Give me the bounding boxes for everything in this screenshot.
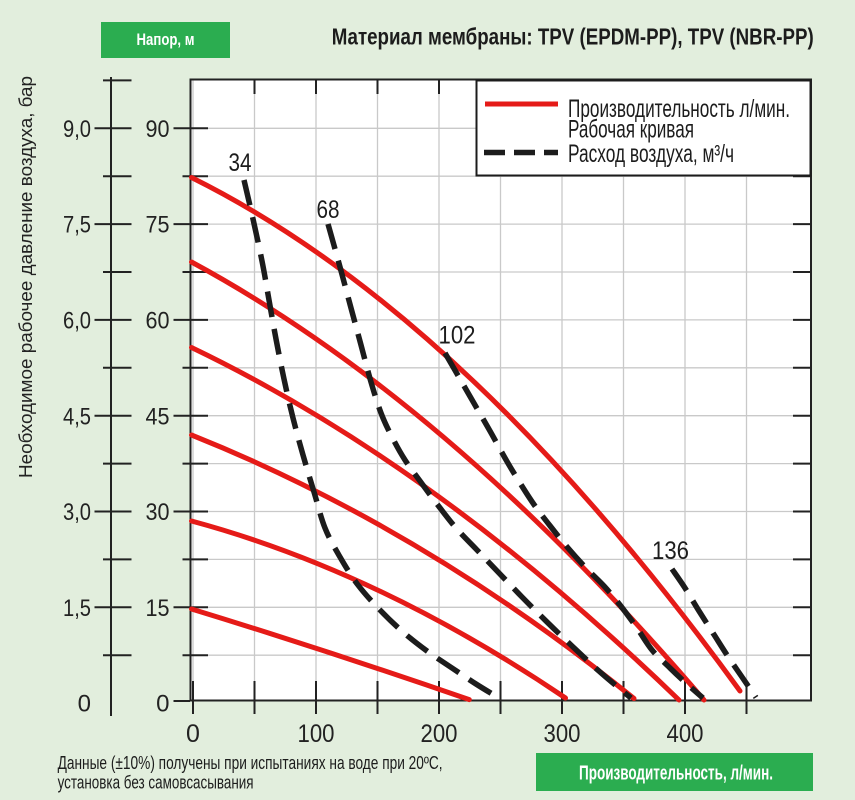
svg-text:1,5: 1,5 [63,595,91,622]
svg-text:0: 0 [156,691,169,718]
svg-text:300: 300 [544,720,581,748]
svg-text:68: 68 [317,196,340,224]
svg-text:45: 45 [146,403,170,430]
svg-text:Расход воздуха, м³/ч: Расход воздуха, м³/ч [568,140,734,168]
svg-text:Производительность л/мин.: Производительность л/мин. [568,95,790,123]
svg-text:102: 102 [439,322,476,350]
svg-text:90: 90 [146,116,170,143]
svg-text:0: 0 [186,720,200,748]
svg-text:60: 60 [146,308,170,335]
svg-text:100: 100 [298,720,335,748]
svg-text:30: 30 [146,499,170,526]
svg-text:Необходимое рабочее давление в: Необходимое рабочее давление воздуха, ба… [16,76,36,478]
svg-text:Данные (±10%) получены при исп: Данные (±10%) получены при испытаниях на… [58,753,443,773]
svg-text:Напор, м: Напор, м [137,30,195,49]
svg-text:75: 75 [146,212,170,239]
svg-text:4,5: 4,5 [63,403,91,430]
svg-text:6,0: 6,0 [63,308,91,335]
svg-text:0: 0 [78,691,91,718]
svg-text:15: 15 [146,595,170,622]
svg-text:установка без самовсасывания: установка без самовсасывания [58,772,254,792]
svg-text:7,5: 7,5 [63,212,91,239]
svg-text:Производительность, л/мин.: Производительность, л/мин. [579,762,773,784]
svg-text:34: 34 [229,149,252,177]
svg-text:400: 400 [667,720,704,748]
svg-text:Рабочая кривая: Рабочая кривая [568,116,694,144]
svg-text:Материал мембраны: TPV (EPDM-P: Материал мембраны: TPV (EPDM-PP), TPV (N… [332,24,814,50]
svg-text:136: 136 [652,537,689,565]
svg-text:200: 200 [421,720,458,748]
svg-text:9,0: 9,0 [63,116,91,143]
svg-text:3,0: 3,0 [63,499,91,526]
